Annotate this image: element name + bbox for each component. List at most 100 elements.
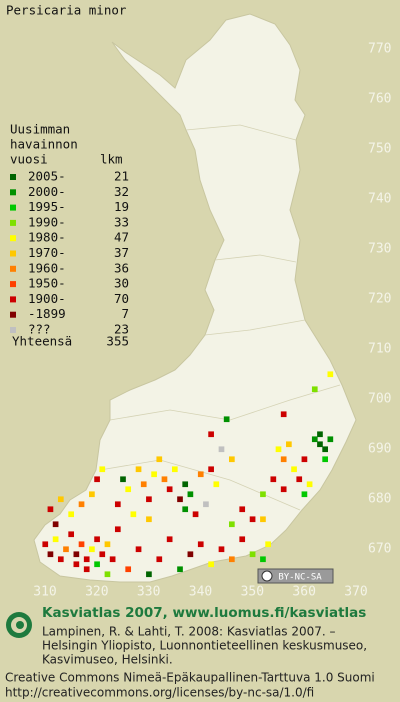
cell — [109, 556, 116, 563]
border — [214, 254, 297, 263]
cell — [327, 436, 334, 443]
cell — [203, 501, 209, 508]
cell — [78, 541, 85, 548]
legend-label: 1900- — [28, 291, 66, 306]
y-tick-label: 670 — [368, 542, 391, 557]
legend-heading: havainnon — [10, 137, 78, 152]
cell — [208, 431, 214, 438]
cell — [260, 556, 266, 563]
cell — [73, 561, 80, 568]
title: Persicaria minor — [6, 3, 127, 18]
y-tick-label: 770 — [368, 42, 391, 57]
legend-swatch — [10, 174, 16, 180]
y-tick-label: 700 — [368, 392, 391, 407]
cell — [156, 556, 163, 563]
legend-label: -1899 — [28, 306, 66, 321]
legend-label: 1980- — [28, 230, 66, 245]
legend-label: 2005- — [28, 169, 66, 184]
cell — [301, 456, 308, 463]
cell — [229, 521, 235, 528]
y-tick-label: 690 — [368, 442, 391, 457]
cell — [42, 541, 49, 548]
legend-swatch — [10, 327, 16, 333]
cell — [63, 546, 69, 553]
legend-count: 36 — [114, 260, 129, 275]
cell — [146, 571, 152, 578]
cell — [94, 476, 100, 483]
finland-outline — [33, 13, 357, 583]
cell — [218, 546, 225, 553]
cell — [265, 541, 271, 548]
cell — [208, 561, 214, 568]
legend: Uusimman havainnon vuosi lkm Yhteensä 35… — [10, 122, 129, 349]
cell — [114, 501, 121, 508]
cell — [151, 471, 157, 478]
cell — [94, 561, 100, 568]
cell — [78, 501, 85, 508]
legend-total-label: Yhteensä — [12, 334, 72, 349]
cell — [322, 446, 328, 453]
cell — [280, 411, 287, 418]
cell — [146, 496, 152, 503]
cell — [146, 516, 152, 523]
cell — [239, 506, 246, 513]
cell — [187, 551, 194, 558]
legend-label: ??? — [28, 322, 51, 337]
cell — [57, 556, 64, 563]
citation: Kasvimuseo, Helsinki. — [42, 653, 173, 667]
x-tick-label: 320 — [85, 585, 108, 600]
cell — [177, 566, 183, 573]
cell — [68, 511, 75, 518]
legend-count: 23 — [114, 322, 129, 337]
cell — [311, 386, 318, 393]
cell — [270, 476, 277, 483]
legend-count: 33 — [114, 214, 129, 229]
cell — [317, 431, 323, 438]
border — [185, 124, 297, 141]
legend-count: 7 — [121, 306, 129, 321]
cell — [197, 541, 204, 548]
x-tick-label: 330 — [137, 585, 160, 600]
cells — [42, 371, 334, 578]
legend-swatch — [10, 281, 16, 288]
cell — [135, 466, 142, 473]
legend-count: 70 — [114, 291, 129, 306]
legend-swatch — [10, 204, 16, 211]
legend-swatch — [10, 311, 16, 318]
legend-label: 1950- — [28, 276, 66, 291]
cell — [187, 491, 194, 498]
cell — [192, 511, 199, 518]
cell — [291, 466, 297, 473]
cell — [223, 416, 230, 423]
x-tick-label: 310 — [33, 585, 56, 600]
cell — [260, 491, 266, 498]
legend-swatch — [10, 250, 16, 257]
cell — [47, 506, 54, 513]
cc-icon — [261, 570, 273, 582]
cell — [311, 436, 318, 443]
legend-swatch — [10, 265, 16, 272]
x-tick-label: 360 — [292, 585, 315, 600]
y-tick-label: 750 — [368, 142, 391, 157]
x-tick-label: 370 — [344, 585, 367, 600]
cell — [83, 556, 90, 563]
legend-count: 30 — [114, 276, 129, 291]
cell — [286, 441, 292, 448]
legend-total: 355 — [106, 334, 129, 349]
cell — [229, 556, 235, 563]
legend-label: 1960- — [28, 260, 66, 275]
legend-count-heading: lkm — [100, 152, 123, 167]
legend-label: 1970- — [28, 245, 66, 260]
legend-swatch — [10, 296, 16, 303]
y-tick-label: 760 — [368, 92, 391, 107]
legend-swatch — [10, 219, 16, 226]
cell — [135, 546, 142, 553]
cell — [317, 441, 323, 448]
cell — [296, 476, 303, 483]
cell — [280, 456, 287, 463]
cell — [94, 536, 100, 543]
border — [109, 384, 341, 421]
cell — [104, 571, 111, 578]
legend-swatch — [10, 235, 16, 242]
